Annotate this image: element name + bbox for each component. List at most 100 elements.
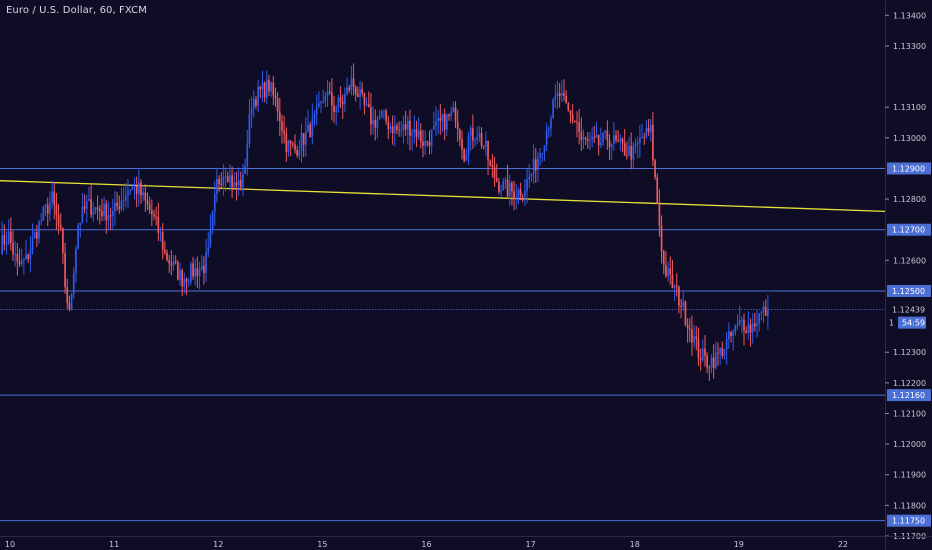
candle-body <box>122 199 125 201</box>
candle-body <box>172 261 175 266</box>
candle-body <box>519 189 522 196</box>
candle-body <box>474 139 476 141</box>
candle-body <box>196 268 199 277</box>
candle-body <box>439 118 442 121</box>
candle-body <box>461 139 463 150</box>
candle-body <box>498 181 500 192</box>
candle-body <box>578 122 581 132</box>
candle-body <box>448 114 450 117</box>
candle-body <box>220 184 223 186</box>
x-tick-label: 16 <box>421 540 431 549</box>
candle-body <box>365 104 368 106</box>
level-badge <box>887 223 931 236</box>
candle-body <box>515 198 518 200</box>
candle-body <box>233 182 236 188</box>
candle-body <box>135 186 138 195</box>
candle-body <box>719 347 721 354</box>
y-tick-label: 1.12200 <box>893 379 926 388</box>
candle-body <box>380 111 383 117</box>
candle-body <box>623 143 626 156</box>
candle-body <box>398 129 400 131</box>
candle-body <box>274 95 277 99</box>
candle-body <box>265 79 268 98</box>
x-tick-label: 18 <box>630 540 640 549</box>
candle-body <box>72 272 75 295</box>
candle-body <box>465 154 468 161</box>
y-tick-label: 1.12800 <box>893 195 926 204</box>
candle-body <box>213 193 216 212</box>
countdown-label: 54:59 <box>902 319 925 328</box>
chart-title: Euro / U.S. Dollar, 60, FXCM <box>6 5 147 16</box>
candle-body <box>389 126 392 130</box>
candle-body <box>53 191 56 205</box>
candle-body <box>558 93 561 97</box>
candle-body <box>576 121 578 123</box>
candle-body <box>137 182 140 195</box>
candle-body <box>660 225 663 251</box>
candle-body <box>630 146 633 160</box>
candle-body <box>320 102 322 104</box>
candle-body <box>745 330 748 334</box>
candle-body <box>699 358 702 360</box>
y-tick-label: 1.13300 <box>893 42 926 51</box>
y-tick-label: 1.12300 <box>893 348 926 357</box>
trend-line[interactable] <box>0 180 886 212</box>
candle-body <box>339 97 342 102</box>
candle-body <box>740 319 743 321</box>
candle-body <box>667 268 669 276</box>
candle-body <box>493 167 496 179</box>
candle-body <box>203 265 205 274</box>
candle-body <box>77 224 79 249</box>
candle-body <box>539 153 541 158</box>
candle-body <box>92 211 95 215</box>
candle-body <box>14 254 17 256</box>
candle-body <box>541 153 544 155</box>
candle-body <box>445 114 448 130</box>
candle-body <box>586 139 589 141</box>
candle-body <box>140 182 142 196</box>
candle-body <box>573 120 576 122</box>
candle-body <box>25 254 27 260</box>
candle-body <box>205 252 207 274</box>
candle-body <box>281 121 283 131</box>
candle-body <box>313 114 316 119</box>
candle-body <box>75 248 77 273</box>
candle-body <box>391 126 394 134</box>
candle-body <box>725 339 728 350</box>
candle-body <box>758 313 761 324</box>
candle-body <box>90 199 92 215</box>
candle-body <box>307 124 309 132</box>
candle-body <box>693 336 695 343</box>
candle-body <box>259 86 262 90</box>
candle-body <box>194 268 197 277</box>
candle-body <box>430 129 433 146</box>
candle-body <box>628 146 630 156</box>
candle-body <box>300 133 303 152</box>
candle-body <box>610 143 613 148</box>
candle-body <box>70 294 73 310</box>
y-tick-label: 1.12100 <box>893 409 926 418</box>
candle-body <box>244 165 246 174</box>
candle-body <box>146 200 149 205</box>
candle-body <box>118 206 121 210</box>
candle-body <box>378 116 381 120</box>
candle-body <box>426 141 429 143</box>
candle-body <box>513 191 515 200</box>
candle-body <box>346 87 348 95</box>
candle-body <box>352 78 355 88</box>
candle-body <box>66 287 69 304</box>
current-price-badge <box>887 303 931 316</box>
candle-body <box>556 93 559 96</box>
candle-body <box>181 269 184 287</box>
candle-body <box>109 215 112 217</box>
candle-body <box>688 328 691 330</box>
candle-body <box>235 182 238 186</box>
candle-body <box>161 232 164 250</box>
candle-body <box>363 93 366 105</box>
level-badge-label: 1.12700 <box>892 226 925 235</box>
candle-body <box>237 180 240 186</box>
candle-body <box>597 134 600 146</box>
candle-body <box>187 281 190 283</box>
candle-body <box>671 274 674 288</box>
